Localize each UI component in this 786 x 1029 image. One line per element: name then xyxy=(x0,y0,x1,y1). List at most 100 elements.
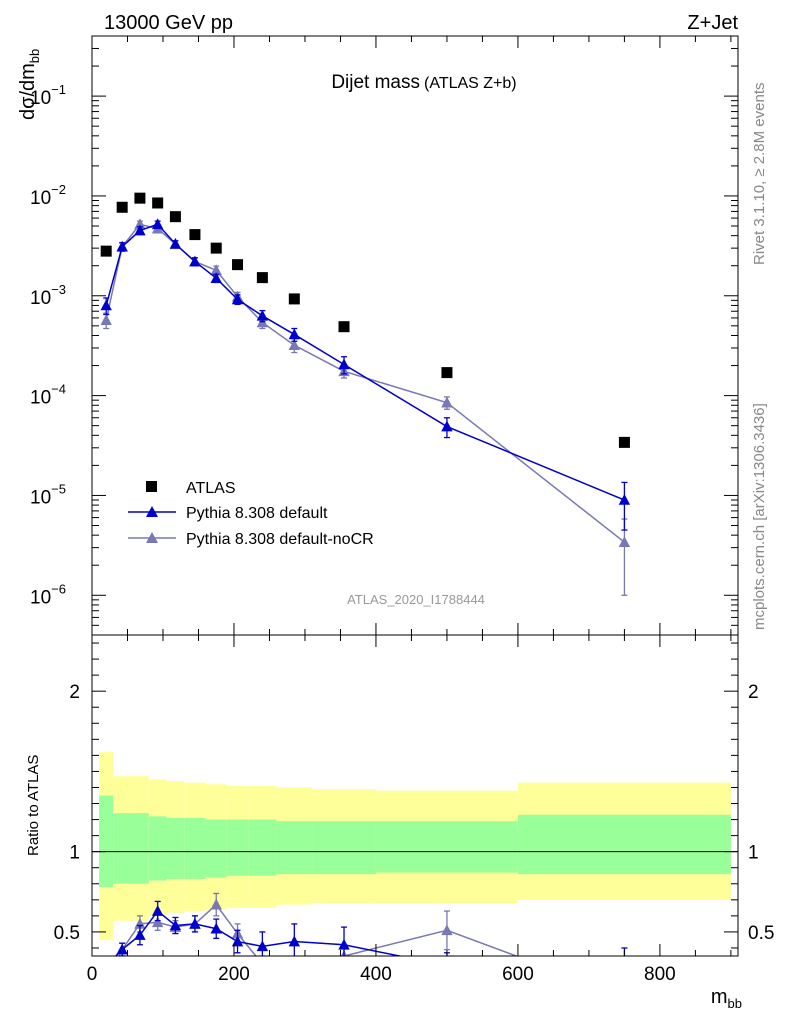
series-line xyxy=(105,223,625,501)
y-tick-label: 10−5 xyxy=(30,481,66,508)
ratio-point-triangle xyxy=(210,922,222,934)
series-line xyxy=(105,223,625,543)
uncertainty-band-inner xyxy=(166,817,185,879)
data-point-triangle xyxy=(116,240,128,252)
y-axis-label: dσ/dmbb xyxy=(17,49,42,120)
y-tick-exponent: −6 xyxy=(51,581,66,596)
data-point-triangle xyxy=(288,328,301,340)
ratio-point-triangle xyxy=(257,958,268,969)
ratio-point-triangle xyxy=(169,919,182,931)
legend-marker-default xyxy=(146,506,158,517)
energy-label: 13000 GeV pp xyxy=(104,12,233,34)
data-point-square xyxy=(134,192,146,204)
y-axis-label-sub: bb xyxy=(27,49,42,63)
chart-title-main: Dijet mass xyxy=(331,72,420,93)
data-point-triangle xyxy=(618,494,631,505)
legend-marker-atlas xyxy=(146,481,157,492)
y-tick-exponent: −3 xyxy=(51,282,66,297)
uncertainty-band-inner xyxy=(131,813,149,884)
data-point-triangle xyxy=(618,536,631,548)
ratio-point-triangle xyxy=(256,940,269,952)
uncertainty-band-inner xyxy=(99,795,114,887)
ratio-y-tick-label: 2 xyxy=(69,682,80,703)
x-tick-label: 400 xyxy=(360,964,392,985)
data-point-square xyxy=(189,229,201,241)
data-point-triangle xyxy=(256,309,269,321)
data-point-triangle xyxy=(441,420,453,432)
y-tick-exponent: −2 xyxy=(51,182,66,197)
data-point-triangle xyxy=(151,218,164,230)
ratio-point-triangle xyxy=(116,943,128,955)
y-tick-label: 10−2 xyxy=(30,182,66,209)
ratio-axis-label: Ratio to ATLAS xyxy=(25,755,42,856)
data-point-square xyxy=(338,321,350,333)
x-axis-label: mbb xyxy=(711,986,742,1011)
data-point-triangle xyxy=(210,272,222,283)
ratio-point-triangle xyxy=(231,935,244,947)
x-tick-label: 0 xyxy=(87,964,98,985)
ratio-series-line xyxy=(114,909,404,956)
ratio-y-tick-label-right: 2 xyxy=(748,682,759,703)
ratio-point-triangle xyxy=(100,974,111,985)
uncertainty-band-inner xyxy=(375,821,518,873)
uncertainty-band-inner xyxy=(312,821,376,875)
rivet-label: Rivet 3.1.10, ≥ 2.8M events xyxy=(751,83,768,266)
main-panel: 10−610−510−410−310−210−1 Dijet mass (ATL… xyxy=(17,35,739,636)
uncertainty-band-inner xyxy=(113,813,132,884)
ratio-axis-ticks: 0.5 0.5 1 1 2 2 0 200 400 600 800 xyxy=(54,635,774,985)
data-point-square xyxy=(116,201,128,213)
x-axis-label-main: m xyxy=(711,986,728,1008)
y-tick-exponent: −5 xyxy=(51,481,66,496)
data-point-square xyxy=(256,272,268,284)
data-point-square xyxy=(288,293,300,305)
x-axis-label-sub: bb xyxy=(728,996,742,1011)
data-point-square xyxy=(152,197,164,209)
legend-label-nocr: Pythia 8.308 default-noCR xyxy=(186,531,374,548)
ratio-frame xyxy=(91,634,739,957)
uncertainty-band-inner xyxy=(205,819,227,878)
data-point-square xyxy=(232,259,244,271)
ratio-point-triangle xyxy=(134,929,146,940)
data-point-triangle xyxy=(169,238,182,249)
ratio-point-triangle xyxy=(189,917,201,929)
ratio-point-triangle xyxy=(288,935,301,947)
ratio-panel: 0.5 0.5 1 1 2 2 0 200 400 600 800 Ratio to ATLAS m… xyxy=(25,634,774,1011)
data-point-triangle xyxy=(100,299,112,311)
chart-title: Dijet mass xyxy=(331,72,420,93)
uncertainty-band-inner xyxy=(148,816,167,881)
legend-label-default: Pythia 8.308 default xyxy=(186,505,328,522)
y-tick-label: 10−6 xyxy=(30,581,66,608)
y-tick-exponent: −4 xyxy=(51,382,66,397)
ratio-point-triangle xyxy=(289,964,300,975)
data-point-square xyxy=(618,436,630,448)
ratio-point-triangle xyxy=(338,938,350,950)
x-tick-label: 600 xyxy=(502,964,534,985)
data-point-square xyxy=(441,367,453,379)
data-point-triangle xyxy=(134,224,146,236)
y-tick-exponent: −1 xyxy=(51,82,66,97)
data-point-triangle xyxy=(441,396,453,408)
data-point-triangle xyxy=(189,255,201,267)
y-tick-label: 10−4 xyxy=(30,382,66,409)
data-point-triangle xyxy=(210,264,222,276)
ratio-point-triangle xyxy=(441,960,452,971)
ratio-point-triangle xyxy=(441,924,453,936)
data-point-square xyxy=(210,242,222,254)
data-point-triangle xyxy=(288,339,301,350)
data-point-triangle xyxy=(338,358,350,370)
x-tick-label: 800 xyxy=(644,964,676,985)
data-point-square xyxy=(169,211,181,223)
ratio-point-triangle xyxy=(151,916,164,928)
ratio-point-triangle xyxy=(619,964,630,975)
process-label: Z+Jet xyxy=(687,12,738,34)
mcplots-label: mcplots.cern.ch [arXiv:1306.3436] xyxy=(751,403,768,630)
ratio-point-triangle xyxy=(151,905,164,916)
ratio-y-tick-label: 0.5 xyxy=(54,923,80,944)
data-point-square xyxy=(100,245,112,257)
ratio-point-triangle xyxy=(210,898,222,910)
x-tick-label: 200 xyxy=(218,964,250,985)
ratio-point-triangle xyxy=(100,960,111,971)
data-point-triangle xyxy=(231,293,244,305)
ratio-y-tick-label-right: 0.5 xyxy=(748,923,774,944)
